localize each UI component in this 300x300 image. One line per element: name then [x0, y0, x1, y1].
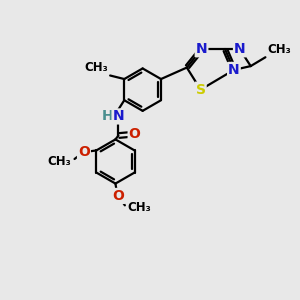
Text: N: N: [234, 42, 246, 56]
Text: N: N: [112, 110, 124, 123]
Text: CH₃: CH₃: [48, 155, 72, 168]
Text: O: O: [129, 127, 140, 141]
Text: N: N: [228, 63, 240, 77]
Text: CH₃: CH₃: [267, 43, 291, 56]
Text: CH₃: CH₃: [84, 61, 108, 74]
Text: CH₃: CH₃: [127, 201, 151, 214]
Text: H: H: [102, 110, 113, 123]
Text: N: N: [196, 42, 207, 56]
Text: O: O: [112, 189, 124, 203]
Text: O: O: [78, 145, 90, 159]
Text: S: S: [196, 82, 206, 97]
